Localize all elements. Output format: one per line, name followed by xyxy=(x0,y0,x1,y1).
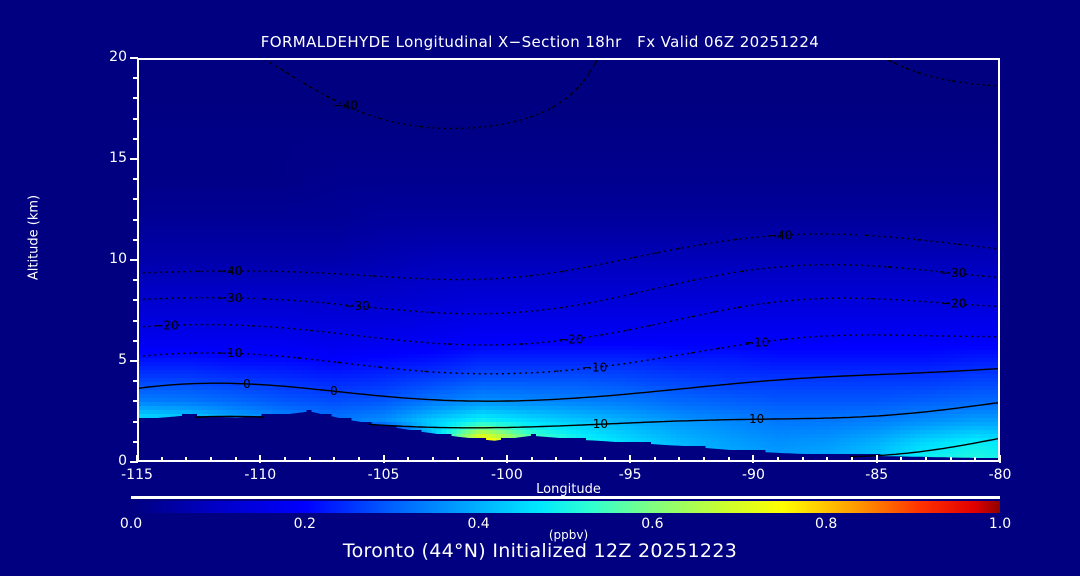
colorbar-tick-label: 0.6 xyxy=(641,516,664,532)
x-axis-tick-label: -85 xyxy=(865,467,889,483)
colorbar-tick-label: 0.2 xyxy=(293,516,316,532)
x-axis-tick-label: -90 xyxy=(741,467,765,483)
x-axis-minor-tick xyxy=(579,457,582,462)
x-axis-tick-mark xyxy=(382,455,385,463)
x-axis-tick-label: -115 xyxy=(121,467,153,483)
colorbar-tick-label: 0.0 xyxy=(119,516,143,532)
x-axis-minor-tick xyxy=(160,457,163,462)
x-axis-tick-label: -95 xyxy=(618,467,642,483)
x-axis-minor-tick xyxy=(653,457,656,462)
x-axis-minor-tick xyxy=(801,457,804,462)
x-axis-minor-tick xyxy=(678,457,681,462)
x-axis-tick-mark xyxy=(875,455,878,463)
y-axis-tick-mark xyxy=(130,57,138,59)
x-axis-tick-label: -100 xyxy=(490,467,523,483)
x-axis-tick-label: -105 xyxy=(367,467,400,483)
y-axis-minor-tick xyxy=(133,238,138,241)
x-axis-tick-mark xyxy=(259,455,262,463)
terrain-mask xyxy=(137,411,1000,462)
y-axis-tick-mark xyxy=(130,158,138,160)
shaded-field-cells xyxy=(137,58,1000,462)
x-axis-minor-tick xyxy=(209,457,212,462)
x-axis-minor-tick xyxy=(481,457,484,462)
x-axis-minor-tick xyxy=(826,457,829,462)
x-axis-minor-tick xyxy=(333,457,336,462)
x-axis-minor-tick xyxy=(604,457,607,462)
cross-section-field: −40−40−40−30−30−30−20−20−20−10−10−100010… xyxy=(137,58,1000,462)
x-axis-minor-tick xyxy=(974,457,977,462)
y-axis-tick-label: 20 xyxy=(109,49,127,65)
y-axis-minor-tick xyxy=(133,218,138,221)
x-axis-minor-tick xyxy=(234,457,237,462)
x-axis-tick-mark xyxy=(999,455,1001,463)
x-axis-tick-mark xyxy=(505,455,508,463)
x-axis-minor-tick xyxy=(308,457,311,462)
x-axis-minor-tick xyxy=(407,457,410,462)
y-axis-minor-tick xyxy=(133,299,138,302)
plot-frame xyxy=(137,58,1000,462)
y-axis-minor-tick xyxy=(133,420,138,423)
x-axis-minor-tick xyxy=(777,457,780,462)
x-axis-minor-tick xyxy=(530,457,533,462)
x-axis-minor-tick xyxy=(555,457,558,462)
y-axis-tick-label: 0 xyxy=(118,453,127,469)
y-axis-minor-tick xyxy=(133,400,138,403)
colorbar-rule xyxy=(131,496,1000,499)
y-axis-minor-tick xyxy=(133,440,138,443)
x-axis-minor-tick xyxy=(900,457,903,462)
x-axis-minor-tick xyxy=(456,457,459,462)
y-axis-minor-tick xyxy=(133,77,138,80)
x-axis-minor-tick xyxy=(925,457,928,462)
y-axis-minor-tick xyxy=(133,137,138,140)
x-axis-label: Longitude xyxy=(536,482,601,497)
y-axis-tick-label: 10 xyxy=(109,251,127,267)
y-axis-minor-tick xyxy=(133,279,138,282)
station-caption: Toronto (44°N) Initialized 12Z 20251223 xyxy=(342,540,738,562)
y-axis-tick-label: 15 xyxy=(109,150,127,166)
y-axis-minor-tick xyxy=(133,198,138,201)
colorbar-tick-label: 1.0 xyxy=(988,516,1012,532)
plot-area: −40 −40 −40 −30 −30 −30 −20 −20 −20 −10 −10 −10 0 0 10… xyxy=(137,58,1000,462)
colorbar-unit-label: (ppbv) xyxy=(548,528,589,542)
x-axis-tick-mark xyxy=(629,455,632,463)
x-axis-minor-tick xyxy=(949,457,952,462)
y-axis-minor-tick xyxy=(133,380,138,383)
colorbar-tick-label: 0.8 xyxy=(815,516,838,532)
contour-labels: −40−40−40−30−30−30−20−20−20−10−10−100010… xyxy=(153,99,966,432)
y-axis-tick-mark xyxy=(130,360,138,362)
x-axis-tick-mark xyxy=(136,455,138,463)
y-axis-tick-mark xyxy=(130,259,138,261)
x-axis-tick-label: -80 xyxy=(988,467,1012,483)
x-axis-tick-mark xyxy=(752,455,755,463)
colorbar-tick-label: 0.4 xyxy=(467,516,490,532)
y-axis-tick-mark xyxy=(130,461,138,463)
y-axis-minor-tick xyxy=(133,117,138,120)
y-axis-tick-label: 5 xyxy=(118,352,127,368)
y-axis-minor-tick xyxy=(133,178,138,181)
x-axis-minor-tick xyxy=(357,457,360,462)
page-title: FORMALDEHYDE Longitudinal X−Section 18hr… xyxy=(260,33,820,51)
x-axis-tick-label: -110 xyxy=(244,467,277,483)
x-axis-minor-tick xyxy=(431,457,434,462)
colorbar xyxy=(131,501,1000,513)
x-axis-minor-tick xyxy=(727,457,730,462)
x-axis-minor-tick xyxy=(703,457,706,462)
temperature-contours xyxy=(137,58,1000,458)
x-axis-minor-tick xyxy=(185,457,188,462)
x-axis-minor-tick xyxy=(851,457,854,462)
x-axis-minor-tick xyxy=(283,457,286,462)
y-axis-minor-tick xyxy=(133,339,138,342)
y-axis-minor-tick xyxy=(133,319,138,322)
y-axis-minor-tick xyxy=(133,97,138,100)
y-axis-label: Altitude (km) xyxy=(26,194,42,281)
